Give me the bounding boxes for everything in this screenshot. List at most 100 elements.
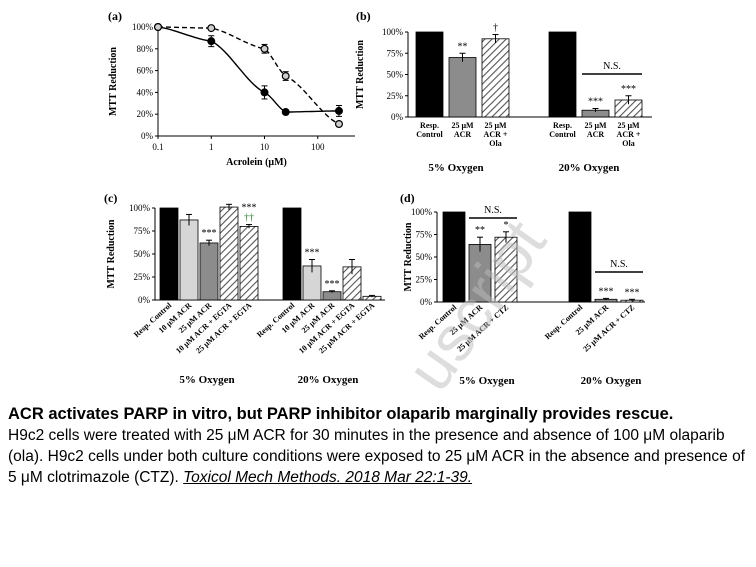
bar-0-3 bbox=[219, 206, 239, 301]
significance-bracket-label: N.S. bbox=[603, 61, 621, 72]
bar-0-2 bbox=[199, 242, 219, 301]
category-label: Resp. Control bbox=[549, 121, 576, 139]
figure-caption: ACR activates PARP in vitro, but PARP in… bbox=[8, 404, 752, 488]
y-tick-label: 40% bbox=[137, 87, 154, 97]
significance-bracket-label: N.S. bbox=[610, 259, 628, 270]
y-axis-label: MTT Reduction bbox=[355, 40, 366, 109]
significance-marker: *** bbox=[305, 248, 320, 259]
group-label: 5% Oxygen bbox=[179, 374, 234, 386]
panel-label: (b) bbox=[356, 9, 371, 23]
category-label: 25 μM ACR + Ola bbox=[617, 121, 641, 148]
y-tick-label: 25% bbox=[387, 91, 404, 101]
panel-label: (c) bbox=[104, 191, 117, 205]
y-axis-label: MTT Reduction bbox=[403, 222, 414, 291]
group-label: 20% Oxygen bbox=[298, 374, 359, 386]
y-tick-label: 100% bbox=[411, 207, 433, 217]
y-tick-label: 100% bbox=[129, 203, 151, 213]
significance-marker: † bbox=[493, 23, 498, 34]
x-tick-label: 100 bbox=[311, 142, 325, 152]
group-label: 20% Oxygen bbox=[559, 162, 620, 174]
series-line-solid bbox=[157, 26, 340, 113]
x-axis-label: Acrolein (μM) bbox=[226, 157, 287, 168]
y-tick-label: 100% bbox=[382, 27, 404, 37]
significance-bracket-label: N.S. bbox=[484, 205, 502, 216]
group-label: 5% Oxygen bbox=[459, 375, 514, 387]
bar-0-0 bbox=[442, 211, 466, 303]
data-point-solid bbox=[281, 108, 290, 117]
caption-body: H9c2 cells were treated with 25 μM ACR f… bbox=[8, 425, 752, 488]
category-label: 25 μM ACR bbox=[451, 121, 474, 139]
y-axis-label: MTT Reduction bbox=[106, 219, 117, 288]
bar-0-0 bbox=[415, 31, 444, 118]
significance-marker: *** bbox=[202, 228, 217, 239]
category-label: 25 μM ACR bbox=[584, 121, 607, 139]
category-label-line: Resp. bbox=[553, 121, 572, 130]
category-label-line: Control bbox=[549, 130, 576, 139]
category-label-line: ACR bbox=[454, 130, 472, 139]
data-point-dashed bbox=[154, 23, 163, 32]
group-label: 20% Oxygen bbox=[581, 375, 642, 387]
bar-1-0 bbox=[568, 211, 592, 303]
x-tick-label: 1 bbox=[209, 142, 214, 152]
series-line-dashed bbox=[158, 26, 340, 125]
group-label: 5% Oxygen bbox=[428, 162, 483, 174]
caption-text: H9c2 cells were treated with 25 μM ACR f… bbox=[8, 427, 745, 486]
y-tick-label: 80% bbox=[137, 44, 154, 54]
data-point-solid bbox=[207, 37, 216, 46]
y-tick-label: 100% bbox=[132, 22, 154, 32]
significance-marker: *** bbox=[588, 97, 603, 108]
data-point-dashed bbox=[281, 72, 290, 81]
significance-marker: ** bbox=[458, 41, 468, 52]
category-label: 25 μM ACR + Ola bbox=[484, 121, 508, 148]
y-tick-label: 50% bbox=[416, 252, 433, 262]
significance-marker: * bbox=[504, 220, 509, 231]
panel-a: (a) 0% 20% 40% 60% 80% 100% MTT Reduction 0.1 1 10… bbox=[108, 9, 355, 168]
category-label-line: 25 μM bbox=[451, 121, 474, 130]
y-tick-label: 75% bbox=[387, 48, 404, 58]
caption-title: ACR activates PARP in vitro, but PARP in… bbox=[8, 405, 674, 423]
category-label-line: 25 μM bbox=[584, 121, 607, 130]
y-tick-label: 25% bbox=[134, 272, 151, 282]
data-point-dashed bbox=[207, 24, 216, 33]
bar-1-2 bbox=[322, 291, 342, 301]
significance-marker: *** bbox=[621, 84, 636, 95]
bar-1-0 bbox=[282, 207, 302, 301]
data-point-solid bbox=[260, 88, 269, 97]
y-tick-label: 75% bbox=[134, 226, 151, 236]
category-label-line: 25 μM bbox=[617, 121, 640, 130]
data-point-dashed bbox=[334, 120, 343, 129]
significance-marker: *** bbox=[325, 279, 340, 290]
significance-marker: *** bbox=[242, 203, 257, 214]
y-tick-label: 75% bbox=[416, 230, 433, 240]
y-axis-label: MTT Reduction bbox=[108, 47, 119, 116]
category-label-line: 25 μM bbox=[484, 121, 507, 130]
bar-0-2 bbox=[481, 38, 510, 118]
x-tick-label: 0.1 bbox=[152, 142, 163, 152]
y-tick-label: 0% bbox=[420, 297, 433, 307]
panel-label: (a) bbox=[108, 9, 122, 23]
y-tick-label: 25% bbox=[416, 275, 433, 285]
category-label-line: ACR + bbox=[617, 130, 641, 139]
significance-marker: *** bbox=[625, 287, 640, 298]
data-point-solid bbox=[334, 106, 343, 115]
category-label-line: Resp. bbox=[420, 121, 439, 130]
y-tick-label: 0% bbox=[141, 131, 154, 141]
bar-0-4 bbox=[239, 225, 259, 301]
significance-marker: ** bbox=[475, 225, 485, 236]
y-tick-label: 60% bbox=[137, 66, 154, 76]
significance-marker: †† bbox=[244, 213, 254, 224]
caption-citation-link[interactable]: Toxicol Mech Methods. 2018 Mar 22:1-39. bbox=[183, 469, 473, 486]
significance-marker: *** bbox=[599, 286, 614, 297]
category-label-line: Ola bbox=[489, 139, 501, 148]
y-tick-label: 50% bbox=[387, 70, 404, 80]
x-tick-label: 10 bbox=[260, 142, 270, 152]
y-tick-label: 0% bbox=[391, 112, 404, 122]
y-tick-label: 0% bbox=[138, 295, 151, 305]
category-label-line: Ola bbox=[622, 139, 634, 148]
category-label-line: ACR + bbox=[484, 130, 508, 139]
bar-0-0 bbox=[159, 207, 179, 301]
bar-0-1 bbox=[179, 219, 199, 301]
